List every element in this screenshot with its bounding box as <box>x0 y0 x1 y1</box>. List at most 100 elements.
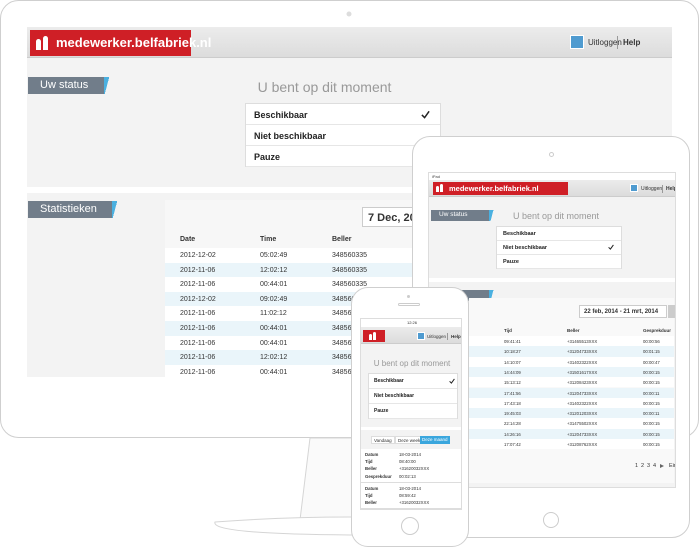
table-row: 17:41:56 +31204733XXX 00:00:11 <box>469 387 674 398</box>
status-option[interactable]: Beschikbaar <box>369 374 457 389</box>
help-link[interactable]: Help <box>451 334 461 339</box>
table-cell: 00:44:01 <box>260 339 288 347</box>
table-cell: +31501617XXX <box>567 369 598 375</box>
records-panel: Datum 18-03-2014 Tijd 08:40:00 Beller +316200… <box>361 449 461 509</box>
table-cell: 14:10:07 <box>504 359 521 365</box>
record-value: 18-03-2014 <box>399 485 421 491</box>
status-option[interactable]: Beschikbaar <box>497 227 621 241</box>
table-row: 17:07:42 +31208762XXX 00:00:15 <box>469 439 674 450</box>
table-cell: 2012-12-02 <box>180 295 216 303</box>
table-cell: 00:44:01 <box>260 368 288 376</box>
section-divider <box>361 427 461 430</box>
status-option[interactable]: Beschikbaar <box>246 104 440 125</box>
status-options: Beschikbaar Niet beschikbaar Pauze <box>496 226 622 269</box>
table-cell: 348560335 <box>332 295 368 303</box>
column-header: Time <box>260 236 277 243</box>
record-label: Datum <box>365 452 379 457</box>
table-cell: +31402322XXX <box>567 359 598 365</box>
table-cell: 2012-11-06 <box>180 266 216 274</box>
table-cell: +31204733XXX <box>567 349 598 355</box>
phone-logo <box>363 330 385 342</box>
status-heading: U bent op dit moment <box>373 359 451 368</box>
record-label: Beller <box>365 466 377 472</box>
table-row: 15:13:12 +31208423XXX 00:00:15 <box>469 377 674 388</box>
header-separator <box>617 36 618 49</box>
table-cell: 00:01:15 <box>643 349 660 355</box>
table-row: 17:43:18 +31402322XXX 00:00:15 <box>469 397 674 409</box>
logout-link[interactable]: Uitloggen <box>427 334 447 339</box>
pagination-link[interactable]: 3 <box>647 463 651 469</box>
table-cell: 12:02:12 <box>260 266 288 274</box>
table-cell: 2012-11-06 <box>180 310 216 318</box>
table-cell: 348560335 <box>332 339 368 347</box>
date-range-box: 22 feb, 2014 - 21 mrt, 2014 <box>579 305 667 318</box>
status-option[interactable]: Niet beschikbaar <box>497 241 621 255</box>
record-label: Beller <box>365 500 377 506</box>
user-avatar <box>630 184 638 192</box>
column-header: Gesprekduur <box>643 328 672 333</box>
logo-icon <box>369 332 377 340</box>
table-row: 14:44:09 +31501617XXX 00:00:15 <box>469 366 674 378</box>
table-cell: 17:43:18 <box>504 400 521 406</box>
table-cell: +31208762XXX <box>567 442 598 447</box>
pagination-link[interactable]: 1 <box>635 463 639 469</box>
table-row: 14:10:07 +31402322XXX 00:00:47 <box>469 356 674 367</box>
phone-screen: 12:26 Uitloggen Help U bent op dit moment Be… <box>360 318 462 510</box>
status-option[interactable]: Pauze <box>246 146 440 167</box>
table-cell: 348560335 <box>332 354 368 362</box>
pagination-link[interactable]: 4 <box>653 463 657 469</box>
record-value: 08:40:00 <box>399 459 416 465</box>
user-avatar <box>417 332 425 340</box>
table-cell: 00:00:11 <box>643 411 660 417</box>
table-cell: 348560335 <box>332 325 368 332</box>
status-option[interactable]: Niet beschikbaar <box>369 389 457 404</box>
status-heading: U bent op dit moment <box>512 211 600 221</box>
logout-link[interactable]: Uitloggen <box>641 186 663 192</box>
phone-home-button[interactable] <box>401 517 419 535</box>
filter-button[interactable]: Deze maand <box>420 436 450 444</box>
logo-icon-bar <box>440 184 443 192</box>
table-cell: +31204733XXX <box>567 431 598 437</box>
desktop-logo: medewerker.belfabriek.nl <box>30 30 211 56</box>
pagination-link[interactable]: 2 <box>641 463 645 469</box>
pagination-link[interactable]: Einde <box>669 463 675 469</box>
pagination-arrow[interactable] <box>660 464 664 468</box>
table-row: 10:18:27 +31204733XXX 00:01:15 <box>469 346 674 357</box>
table-cell: 2012-11-06 <box>180 339 216 347</box>
table-cell: 05:02:49 <box>260 252 288 259</box>
table-cell: 17:07:42 <box>504 442 521 447</box>
table-cell: 09:02:49 <box>260 295 288 303</box>
phone-speaker <box>398 303 420 306</box>
record-value: +31620032XXX <box>399 500 430 506</box>
date-picker-button[interactable] <box>668 305 675 318</box>
table-cell: 2012-11-06 <box>180 325 216 332</box>
status-option[interactable]: Pauze <box>369 404 457 419</box>
phone-header <box>361 327 461 344</box>
status-option[interactable]: Pauze <box>497 255 621 269</box>
help-link[interactable]: Help <box>666 186 676 192</box>
record-label: Datum <box>365 485 379 491</box>
phone-camera <box>407 295 410 298</box>
table-cell: +31208423XXX <box>567 380 598 386</box>
logo-icon-bar <box>43 36 48 50</box>
tablet-home-button[interactable] <box>543 512 559 528</box>
user-avatar <box>570 35 584 49</box>
table-cell: 00:00:15 <box>643 369 660 375</box>
header-separator <box>662 185 663 193</box>
table-row: 22:14:28 +31475502XXX 00:00:15 <box>469 418 674 429</box>
logout-link[interactable]: Uitloggen <box>588 38 622 47</box>
table-cell: 00:00:56 <box>643 339 660 344</box>
table-row: 2012-12-02 05:02:49 348560335 <box>165 248 425 263</box>
status-tab: Uw status <box>431 210 495 221</box>
table-cell: +31201203XXX <box>567 411 598 417</box>
status-heading: U bent op dit moment <box>257 79 392 95</box>
help-link[interactable]: Help <box>623 38 641 47</box>
check-icon <box>421 110 430 119</box>
filter-button[interactable]: Vandaag <box>371 436 395 444</box>
table-cell: 14:26:16 <box>504 431 521 437</box>
status-option[interactable]: Niet beschikbaar <box>246 125 440 146</box>
table-cell: +31204733XXX <box>567 390 598 396</box>
column-header: Beller <box>332 236 352 243</box>
